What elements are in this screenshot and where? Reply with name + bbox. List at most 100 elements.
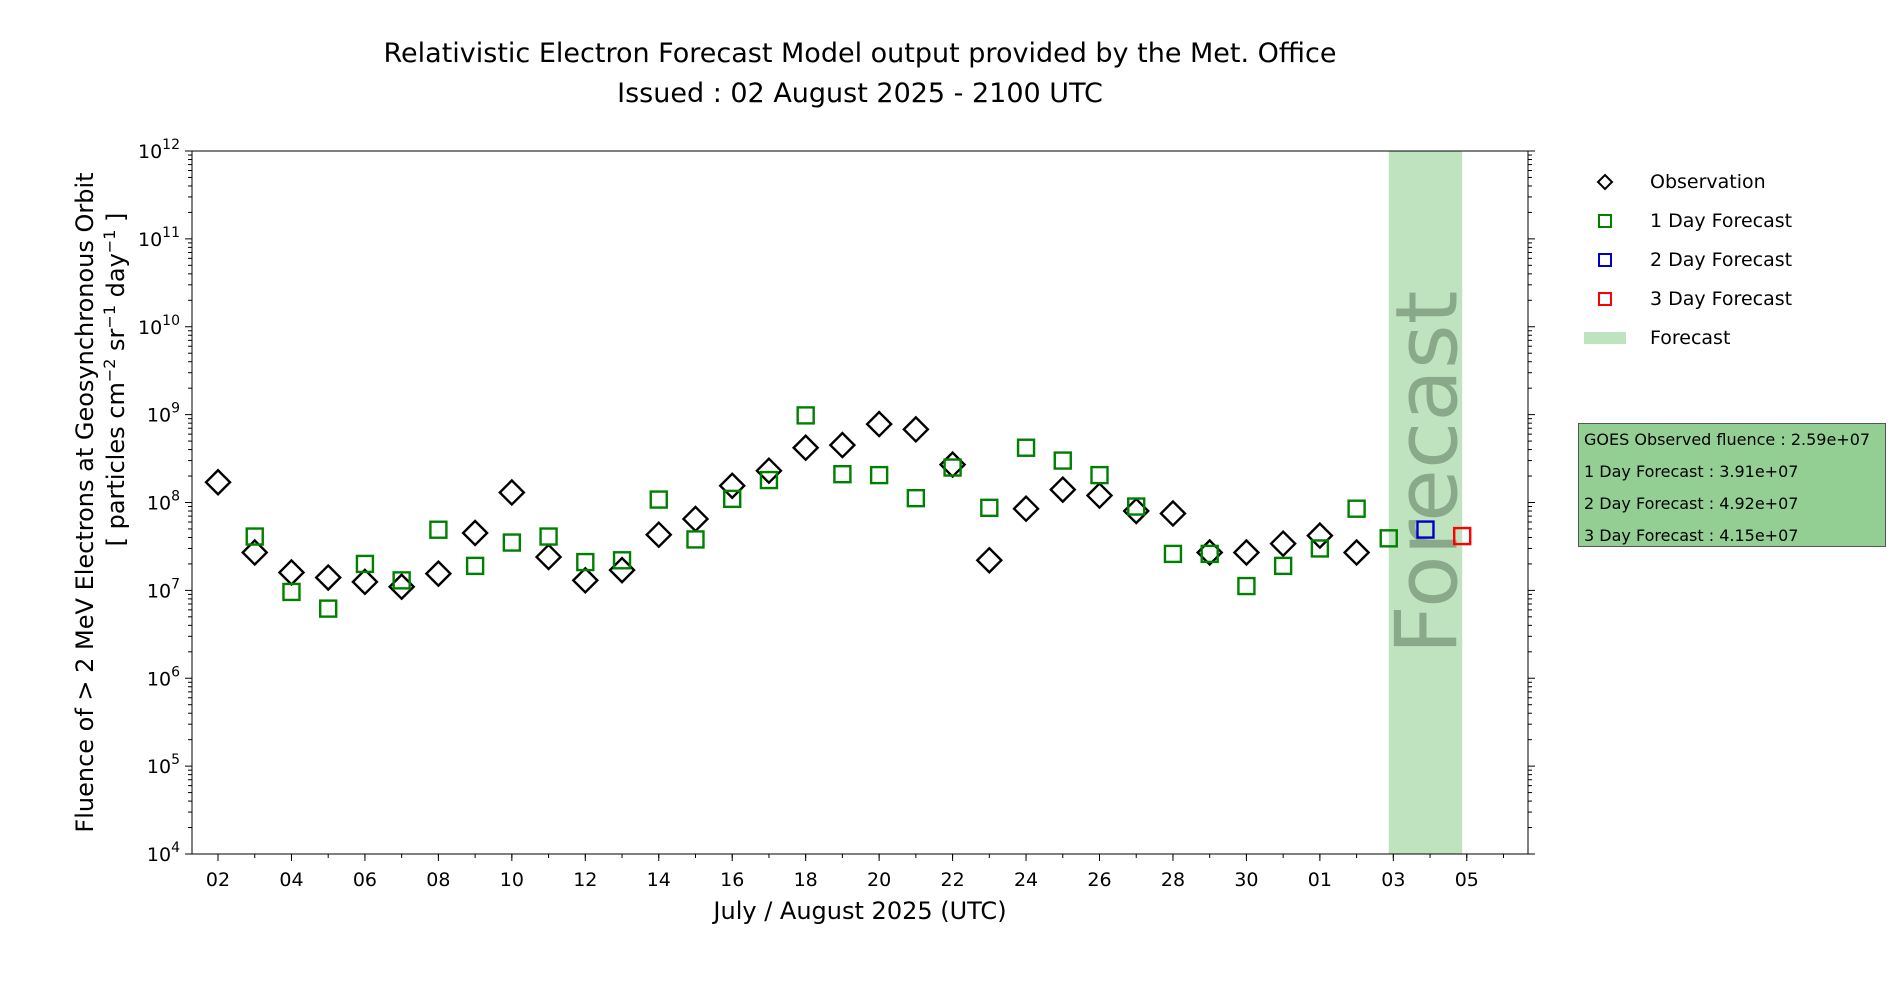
observation-point: [645, 521, 673, 549]
1-day-forecast-point: [429, 520, 448, 539]
1-day-forecast-point: [723, 489, 742, 509]
1-day-forecast-point: [245, 527, 264, 546]
1-day-forecast-point: [282, 582, 301, 602]
observation-point: [424, 559, 453, 588]
info-day3-forecast: 3 Day Forecast : 4.15e+07: [1584, 526, 1799, 545]
x-tick-label: 06: [353, 869, 377, 891]
x-tick-label: 08: [426, 869, 450, 891]
1-day-forecast-point: [906, 488, 926, 508]
legend-item-day3: 3 Day Forecast: [1580, 279, 1792, 318]
forecast-band-label: Forecast: [1377, 291, 1477, 655]
chart-title: Relativistic Electron Forecast Model out…: [383, 38, 1337, 69]
1-day-forecast-point: [1379, 529, 1398, 548]
x-tick-label: 16: [720, 869, 744, 891]
1-day-forecast-point: [355, 554, 375, 574]
observation-point: [1232, 538, 1261, 567]
x-tick-label: 05: [1455, 869, 1479, 891]
observation-point: [755, 457, 783, 485]
1-day-forecast-point: [1273, 556, 1293, 576]
legend-label-day3: 3 Day Forecast: [1650, 287, 1793, 310]
x-tick-label: 14: [647, 869, 671, 891]
forecast-band: [1388, 151, 1463, 854]
info-day1-forecast: 1 Day Forecast : 3.91e+07: [1584, 462, 1799, 481]
observation-point: [681, 505, 710, 533]
observation-point: [498, 478, 526, 507]
plot-frame: [191, 150, 1529, 855]
1-day-forecast-point: [502, 533, 522, 552]
x-tick-label: 01: [1308, 869, 1332, 891]
info-day2-forecast: 2 Day Forecast : 4.92e+07: [1584, 494, 1799, 513]
y-tick-label: 109: [147, 401, 180, 427]
green-square-marker-icon: [1598, 213, 1612, 228]
2-day-forecast-point: [1416, 520, 1435, 539]
fluence-info-box: GOES Observed fluence : 2.59e+07 1 Day F…: [1578, 423, 1886, 547]
1-day-forecast-point: [612, 551, 632, 570]
observation-point: [204, 468, 232, 496]
x-tick-label: 28: [1161, 869, 1185, 891]
observation-point: [314, 563, 342, 592]
x-tick-label: 12: [573, 869, 597, 891]
observation-point: [718, 472, 746, 500]
1-day-forecast-point: [1090, 465, 1109, 485]
x-tick-label: 20: [867, 869, 891, 891]
x-tick-label: 02: [206, 869, 230, 891]
1-day-forecast-point: [869, 465, 889, 485]
1-day-forecast-point: [1053, 451, 1072, 470]
y-tick-label: 104: [147, 840, 180, 866]
legend-label-day1: 1 Day Forecast: [1650, 209, 1793, 232]
1-day-forecast-point: [1310, 539, 1330, 558]
observation-point: [1342, 538, 1371, 567]
x-tick-label: 03: [1381, 869, 1405, 891]
x-axis-label: July / August 2025 (UTC): [711, 897, 1006, 925]
y-tick-label: 1011: [138, 225, 180, 251]
legend-label-observation: Observation: [1650, 170, 1766, 193]
legend-label-day2: 2 Day Forecast: [1650, 248, 1793, 271]
1-day-forecast-point: [1200, 544, 1219, 564]
legend-item-day2: 2 Day Forecast: [1580, 240, 1792, 279]
observation-point: [1049, 475, 1077, 504]
y-tick-label: 106: [147, 664, 180, 690]
1-day-forecast-point: [686, 530, 705, 549]
observation-point: [865, 410, 893, 438]
observation-point: [902, 415, 930, 444]
1-day-forecast-point: [576, 552, 595, 572]
observation-point: [1269, 529, 1297, 558]
3-day-forecast-point: [1452, 526, 1472, 546]
1-day-forecast-point: [392, 571, 411, 590]
1-day-forecast-point: [1237, 576, 1256, 596]
observation-point: [461, 519, 489, 547]
legend-item-day1: 1 Day Forecast: [1580, 201, 1792, 240]
observation-point: [1159, 499, 1187, 528]
1-day-forecast-point: [539, 527, 558, 546]
observation-point: [828, 431, 857, 459]
x-tick-label: 18: [794, 869, 818, 891]
observation-point: [1012, 495, 1040, 523]
blue-square-marker-icon: [1598, 252, 1612, 267]
observation-point: [351, 568, 379, 596]
1-day-forecast-point: [833, 464, 852, 484]
1-day-forecast-point: [465, 556, 485, 576]
legend-label-forecast: Forecast: [1650, 326, 1731, 349]
x-tick-label: 10: [500, 869, 524, 891]
1-day-forecast-point: [1163, 544, 1183, 564]
x-tick-label: 22: [940, 869, 964, 891]
legend-item-observation: Observation: [1580, 162, 1792, 201]
1-day-forecast-point: [1016, 438, 1036, 457]
x-tick-label: 30: [1234, 869, 1258, 891]
red-square-marker-icon: [1598, 291, 1612, 306]
1-day-forecast-point: [319, 599, 338, 618]
observation-point: [1306, 521, 1334, 550]
chart-subtitle: Issued : 02 August 2025 - 2100 UTC: [617, 78, 1103, 109]
y-tick-label: 1010: [138, 313, 180, 339]
diamond-marker-icon: [1596, 173, 1614, 190]
x-tick-label: 24: [1014, 869, 1038, 891]
1-day-forecast-point: [759, 470, 779, 490]
y-tick-label: 108: [147, 489, 180, 515]
observation-point: [571, 566, 599, 595]
legend: Observation 1 Day Forecast 2 Day Forecas…: [1580, 162, 1792, 357]
1-day-forecast-point: [980, 498, 999, 518]
observation-point: [277, 558, 306, 587]
y-tick-label: 105: [147, 752, 180, 778]
observation-point: [534, 543, 563, 571]
